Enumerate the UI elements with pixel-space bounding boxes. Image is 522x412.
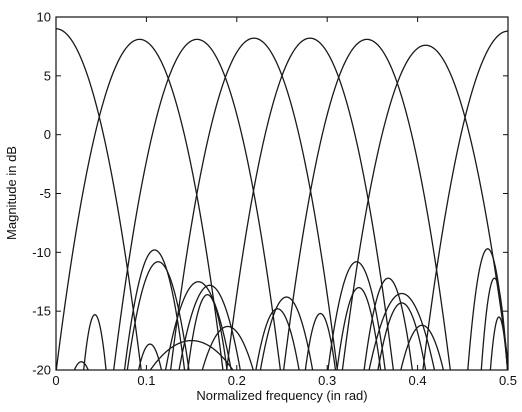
sidelobe-5	[137, 343, 163, 370]
main-lobe-8	[422, 30, 508, 370]
response-curves	[56, 28, 508, 370]
y-tick-label-4: -10	[32, 245, 51, 260]
axis-ticks	[55, 16, 509, 371]
sidelobe-15	[336, 286, 382, 370]
x-axis-label: Normalized frequency (in rad)	[196, 388, 367, 403]
sidelobe-11	[255, 308, 300, 370]
y-tick-label-0: 10	[37, 10, 51, 25]
y-axis-label: Magnitude in dB	[4, 146, 19, 240]
x-tick-label-4: 0.4	[409, 373, 427, 388]
y-tick-label-3: -5	[39, 186, 51, 201]
main-lobe-7	[341, 44, 508, 370]
sidelobe-10	[201, 325, 254, 370]
x-tick-label-1: 0.1	[137, 373, 155, 388]
main-lobe-3	[113, 38, 282, 370]
plot-frame	[55, 16, 509, 371]
sidelobe-21	[480, 277, 508, 370]
sidelobe-12	[259, 296, 314, 370]
sidelobe-19	[400, 324, 445, 370]
y-tick-label-2: 0	[44, 127, 51, 142]
x-tick-label-3: 0.3	[318, 373, 336, 388]
sidelobe-1	[83, 314, 107, 370]
sidelobe-2	[73, 361, 89, 370]
y-tick-label-6: -20	[32, 363, 51, 378]
sidelobe-16	[363, 277, 413, 370]
main-lobe-4	[169, 37, 338, 370]
x-tick-label-5: 0.5	[499, 373, 517, 388]
sidelobe-13	[304, 312, 337, 370]
sidelobe-8	[178, 284, 241, 370]
x-tick-label-2: 0.2	[228, 373, 246, 388]
main-lobe-6	[282, 38, 451, 370]
sidelobe-7	[164, 281, 232, 370]
x-tick-label-0: 0	[52, 373, 59, 388]
sidelobe-3	[123, 249, 186, 370]
sidelobe-9	[187, 294, 228, 370]
sidelobe-14	[327, 261, 386, 370]
y-tick-label-1: 5	[44, 68, 51, 83]
sidelobe-22	[489, 316, 508, 370]
main-lobe-2	[56, 38, 224, 370]
main-lobe-5	[226, 37, 395, 370]
y-tick-label-5: -15	[32, 304, 51, 319]
sidelobe-18	[377, 302, 427, 370]
axis-tick-labels: 0 0.1 0.2 0.3 0.4 0.5 10 5 0 -5 -10 -15 -20	[32, 10, 517, 389]
sidelobe-17	[368, 292, 436, 370]
